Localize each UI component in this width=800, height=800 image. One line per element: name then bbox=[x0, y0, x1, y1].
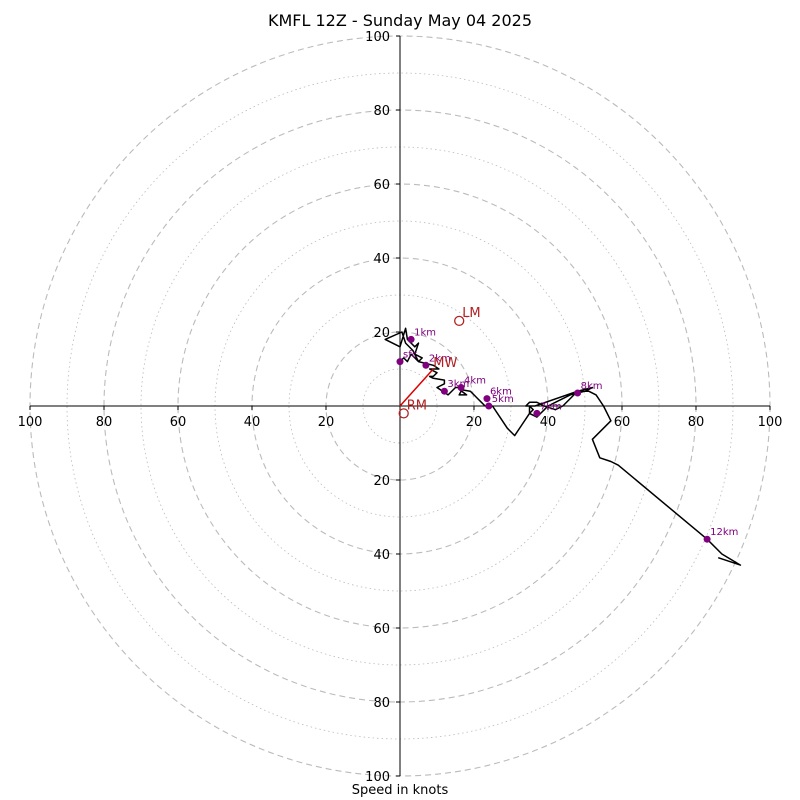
x-tick-label: 100 bbox=[758, 415, 783, 430]
y-tick-label: 40 bbox=[373, 252, 390, 267]
height-marker-5km bbox=[485, 402, 493, 410]
y-tick-label: 40 bbox=[373, 548, 390, 563]
height-marker-8km bbox=[574, 389, 582, 397]
height-marker-7km bbox=[533, 409, 541, 417]
storm-motion-lm-label: LM bbox=[462, 306, 480, 321]
x-tick-label: 80 bbox=[96, 415, 113, 430]
height-label-12km: 12km bbox=[710, 527, 738, 538]
y-tick-label: 20 bbox=[373, 474, 390, 489]
height-marker-12km bbox=[703, 535, 711, 543]
height-label-5km: 5km bbox=[492, 394, 514, 405]
y-tick-label: 100 bbox=[365, 30, 390, 45]
height-label-7km: 7km bbox=[540, 401, 562, 412]
height-marker-1km bbox=[407, 335, 415, 343]
x-tick-label: 20 bbox=[318, 415, 335, 430]
storm-motion-mw-label: MW bbox=[433, 356, 457, 371]
y-tick-label: 100 bbox=[365, 770, 390, 785]
x-axis-label: Speed in knots bbox=[351, 783, 449, 798]
x-tick-label: 20 bbox=[466, 415, 483, 430]
height-label-sfc: sfc bbox=[403, 350, 417, 361]
x-tick-label: 40 bbox=[540, 415, 557, 430]
storm-motion-rm-marker bbox=[398, 408, 409, 419]
y-tick-label: 60 bbox=[373, 622, 390, 637]
wind-trace bbox=[384, 327, 742, 566]
height-marker-2km bbox=[422, 361, 430, 369]
y-tick-label: 60 bbox=[373, 178, 390, 193]
height-label-4km: 4km bbox=[464, 376, 486, 387]
y-tick-label: 80 bbox=[373, 104, 390, 119]
storm-motion-lm-marker bbox=[454, 315, 465, 327]
chart-title: KMFL 12Z - Sunday May 04 2025 bbox=[267, 11, 533, 30]
storm-motion-markers: RM LM MW bbox=[398, 306, 481, 419]
y-tick-label: 20 bbox=[373, 326, 390, 341]
height-marker-3km bbox=[440, 387, 448, 395]
x-tick-label: 100 bbox=[18, 415, 43, 430]
height-label-3km: 3km bbox=[447, 379, 469, 390]
y-tick-label: 80 bbox=[373, 696, 390, 711]
height-marker-4km bbox=[457, 384, 465, 391]
height-label-2km: 2km bbox=[429, 353, 451, 364]
x-tick-label: 40 bbox=[244, 415, 261, 430]
x-tick-label: 60 bbox=[614, 415, 631, 430]
height-marker-6km bbox=[483, 395, 491, 403]
x-tick-label: 80 bbox=[688, 415, 705, 430]
tick-labels: 100 80 60 40 20 20 40 60 80 100 100 80 60 40 20 20 40 60 8… bbox=[18, 30, 783, 785]
height-marker-sfc bbox=[396, 358, 404, 366]
height-label-1km: 1km bbox=[414, 327, 436, 338]
height-label-8km: 8km bbox=[581, 381, 603, 392]
storm-motion-rm-label: RM bbox=[407, 398, 427, 413]
x-tick-label: 60 bbox=[170, 415, 187, 430]
height-label-6km: 6km bbox=[490, 387, 512, 398]
hodograph-line bbox=[384, 327, 742, 566]
mean-wind-vector bbox=[399, 368, 434, 407]
